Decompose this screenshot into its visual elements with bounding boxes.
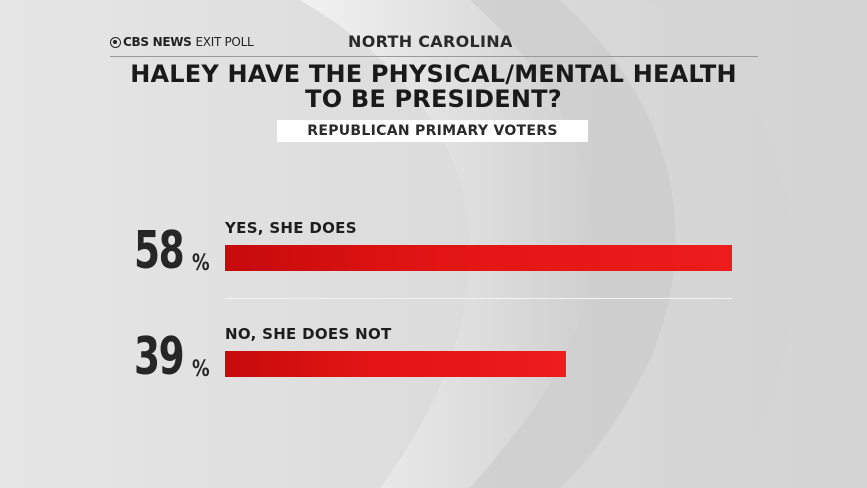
state-label: NORTH CAROLINA: [348, 32, 513, 51]
bar-0: [225, 245, 732, 271]
brand-subtitle: EXIT POLL: [195, 35, 254, 49]
value-number: 39: [134, 327, 185, 387]
value-label-0: 58%: [134, 221, 220, 281]
category-label-1: NO, SHE DOES NOT: [225, 325, 392, 343]
header-bar: CBS NEWS EXIT POLL NORTH CAROLINA: [110, 30, 758, 57]
percent-sign: %: [192, 357, 210, 382]
value-label-1: 39%: [134, 327, 220, 387]
row-divider: [225, 298, 732, 299]
title-line-2: TO BE PRESIDENT?: [305, 85, 562, 113]
chart-title: HALEY HAVE THE PHYSICAL/MENTAL HEALTH TO…: [100, 62, 767, 112]
brand-name: CBS NEWS: [123, 35, 192, 49]
value-number: 58: [134, 221, 185, 281]
bar-1: [225, 351, 566, 377]
chart-subtitle: REPUBLICAN PRIMARY VOTERS: [277, 120, 588, 142]
percent-sign: %: [192, 251, 210, 276]
title-line-1: HALEY HAVE THE PHYSICAL/MENTAL HEALTH: [130, 60, 737, 88]
brand-logo: CBS NEWS EXIT POLL: [110, 35, 254, 49]
category-label-0: YES, SHE DOES: [225, 219, 357, 237]
cbs-eye-icon: [110, 36, 121, 48]
